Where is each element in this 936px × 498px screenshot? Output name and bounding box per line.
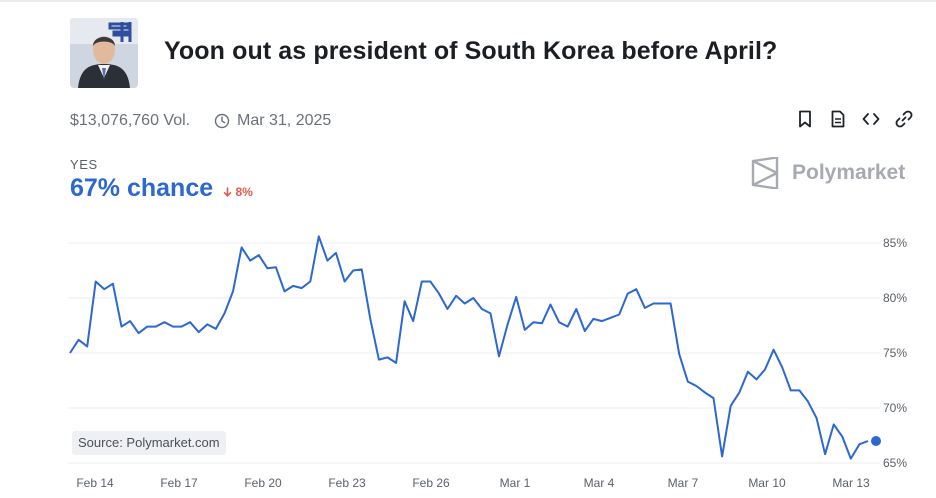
- link-icon: [895, 110, 913, 128]
- change-badge: 8%: [223, 185, 253, 199]
- latest-point-marker: [871, 436, 881, 446]
- x-tick-label: Feb 20: [244, 476, 282, 490]
- chance-value: 67% chance: [70, 174, 214, 202]
- end-date: Mar 31, 2025: [214, 112, 331, 130]
- document-icon: [831, 110, 845, 128]
- y-tick-label: 65%: [883, 456, 907, 470]
- bookmark-button[interactable]: [796, 110, 814, 128]
- volume-text: $13,076,760 Vol.: [70, 112, 191, 129]
- portrait-image: [70, 18, 138, 88]
- market-thumbnail: [70, 18, 138, 88]
- x-tick-label: Mar 1: [500, 476, 531, 490]
- embed-button[interactable]: [862, 110, 880, 128]
- x-tick-label: Feb 14: [76, 476, 114, 490]
- y-tick-label: 85%: [883, 236, 907, 250]
- copy-link-button[interactable]: [895, 110, 913, 128]
- x-tick-label: Feb 17: [160, 476, 198, 490]
- brand-name: Polymarket: [792, 161, 906, 184]
- bookmark-icon: [799, 110, 811, 128]
- polymarket-logo: Polymarket: [750, 157, 905, 189]
- clock-icon: [214, 113, 230, 129]
- market-title: Yoon out as president of South Korea bef…: [164, 37, 778, 65]
- series-line-yes: [69, 235, 869, 460]
- x-tick-label: Mar 7: [668, 476, 699, 490]
- source-label: Source: Polymarket.com: [72, 431, 226, 455]
- x-tick-label: Mar 13: [832, 476, 870, 490]
- end-date-label: Mar 31, 2025: [237, 112, 332, 129]
- x-tick-label: Mar 10: [748, 476, 786, 490]
- market-toolbar: [796, 110, 913, 128]
- outcome-label: YES: [70, 157, 98, 172]
- y-tick-label: 75%: [883, 346, 907, 360]
- top-divider: [0, 0, 936, 2]
- arrow-down-icon: [223, 187, 232, 197]
- chance-row: 67% chance 8%: [70, 174, 253, 203]
- document-button[interactable]: [829, 110, 847, 128]
- x-tick-label: Feb 26: [412, 476, 450, 490]
- x-tick-label: Feb 23: [328, 476, 366, 490]
- y-tick-label: 80%: [883, 291, 907, 305]
- x-tick-label: Mar 4: [584, 476, 615, 490]
- embed-code-icon: [862, 113, 880, 125]
- polymarket-logo-icon: [751, 157, 779, 189]
- change-value: 8%: [235, 185, 253, 199]
- y-tick-label: 70%: [883, 401, 907, 415]
